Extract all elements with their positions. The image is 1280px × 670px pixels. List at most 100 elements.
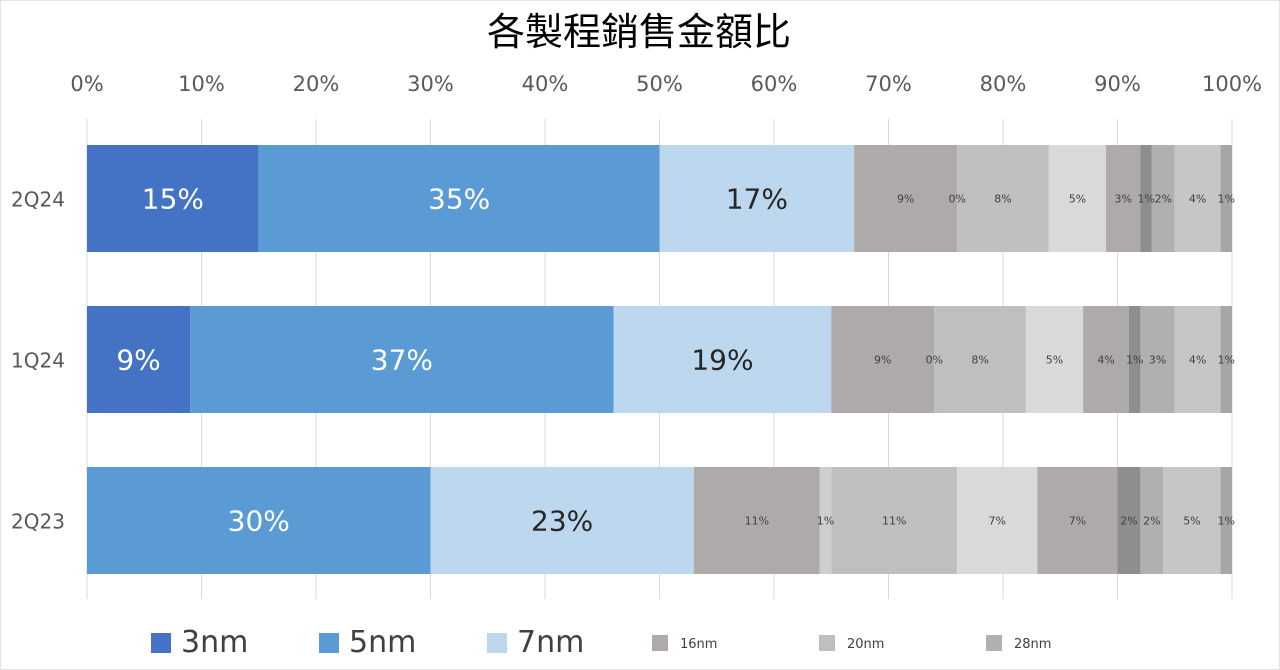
bar-segment xyxy=(854,145,958,252)
y-axis-categories: 2Q24 1Q24 2Q23 xyxy=(11,188,65,534)
data-label: 1% xyxy=(1218,354,1235,367)
category-label: 2Q23 xyxy=(11,510,65,534)
legend: 3nm 5nm 7nm 16nm 20nm 28nm xyxy=(151,625,1051,660)
data-label: 1% xyxy=(1126,354,1143,367)
data-label: 8% xyxy=(971,354,988,367)
data-labels: 15% 35% 17% 9% 0% 8% 5% 3% 1% 2% 4% 1%9% 37% 19% 9% 0% 8… xyxy=(116,183,1235,538)
legend-swatch xyxy=(819,635,835,651)
bar-segment xyxy=(1140,306,1175,413)
legend-label: 7nm xyxy=(517,625,584,660)
bar-segment xyxy=(258,145,660,252)
data-label: 23% xyxy=(531,505,593,538)
x-tick-label: 20% xyxy=(293,72,340,96)
bar-segment xyxy=(934,306,1026,413)
data-label: 11% xyxy=(882,515,906,528)
x-tick-label: 30% xyxy=(407,72,454,96)
chart-title: 各製程銷售金額比 xyxy=(487,10,791,54)
bar-segment xyxy=(87,145,259,252)
data-label: 4% xyxy=(1189,193,1206,206)
bar-segment xyxy=(87,467,431,574)
data-label: 3% xyxy=(1149,354,1166,367)
bar-segment xyxy=(190,306,614,413)
x-tick-label: 10% xyxy=(178,72,225,96)
data-label: 1% xyxy=(1218,193,1235,206)
bar-segment xyxy=(1037,467,1118,574)
data-label: 0% xyxy=(926,354,943,367)
data-label: 4% xyxy=(1189,354,1206,367)
x-axis-ticks: 0% 10% 20% 30% 40% 50% 60% 70% 80% 90% 100% xyxy=(70,72,1262,96)
x-tick-label: 50% xyxy=(636,72,683,96)
data-label: 2% xyxy=(1143,515,1160,528)
bar-segment xyxy=(957,145,1049,252)
bar-segment xyxy=(1140,145,1152,252)
data-label: 9% xyxy=(897,193,914,206)
x-tick-label: 40% xyxy=(522,72,569,96)
data-label: 1% xyxy=(1218,515,1235,528)
bar-segment xyxy=(659,145,855,252)
data-label: 7% xyxy=(1069,515,1086,528)
data-label: 11% xyxy=(745,515,769,528)
bar-segment xyxy=(831,306,935,413)
bar-segment xyxy=(87,306,191,413)
legend-swatch xyxy=(319,633,339,653)
data-label: 2% xyxy=(1120,515,1137,528)
data-label: 8% xyxy=(994,193,1011,206)
legend-swatch xyxy=(487,633,507,653)
bar-segment xyxy=(1048,145,1107,252)
category-label: 1Q24 xyxy=(11,349,65,373)
data-label: 5% xyxy=(1046,354,1063,367)
bar-segment xyxy=(819,467,832,574)
data-label: 37% xyxy=(371,344,433,377)
data-label: 15% xyxy=(142,183,204,216)
legend-swatch xyxy=(986,635,1002,651)
bar-segment xyxy=(1025,306,1084,413)
bar-segment xyxy=(1106,145,1141,252)
data-label: 7% xyxy=(989,515,1006,528)
data-label: 0% xyxy=(948,193,965,206)
category-label: 2Q24 xyxy=(11,188,65,212)
bar-segment xyxy=(430,467,694,574)
bar-segment xyxy=(1151,145,1175,252)
legend-label: 16nm xyxy=(680,637,717,652)
bar-segment xyxy=(1128,306,1141,413)
legend-label: 3nm xyxy=(181,625,248,660)
data-label: 1% xyxy=(817,515,834,528)
x-tick-label: 80% xyxy=(980,72,1027,96)
data-label: 3% xyxy=(1114,193,1131,206)
bar-segment xyxy=(1117,467,1141,574)
legend-swatch xyxy=(652,635,668,651)
bar-segment xyxy=(1220,306,1232,413)
bar-segment xyxy=(1174,145,1221,252)
data-label: 4% xyxy=(1097,354,1114,367)
x-tick-label: 100% xyxy=(1202,72,1262,96)
data-label: 1% xyxy=(1137,193,1154,206)
data-label: 35% xyxy=(428,183,490,216)
x-tick-label: 90% xyxy=(1094,72,1141,96)
x-tick-label: 0% xyxy=(70,72,103,96)
data-label: 5% xyxy=(1183,515,1200,528)
data-label: 30% xyxy=(228,505,290,538)
x-tick-label: 60% xyxy=(751,72,798,96)
bar-segment xyxy=(957,467,1038,574)
bar-segment xyxy=(1163,467,1221,574)
data-label: 2% xyxy=(1155,193,1172,206)
legend-label: 5nm xyxy=(349,625,416,660)
bar-segment xyxy=(693,467,820,574)
legend-label: 20nm xyxy=(847,637,884,652)
bar-segment xyxy=(1083,306,1129,413)
bar-segment xyxy=(831,467,958,574)
bar-segment xyxy=(1220,145,1232,252)
data-label: 9% xyxy=(116,344,160,377)
data-label: 5% xyxy=(1069,193,1086,206)
x-tick-label: 70% xyxy=(865,72,912,96)
bar-segment xyxy=(1140,467,1164,574)
data-label: 17% xyxy=(726,183,788,216)
bar-segment xyxy=(1174,306,1221,413)
bar-segment xyxy=(613,306,832,413)
data-label: 19% xyxy=(691,344,753,377)
legend-swatch xyxy=(151,633,171,653)
data-label: 9% xyxy=(874,354,891,367)
bar-segment xyxy=(1220,467,1232,574)
